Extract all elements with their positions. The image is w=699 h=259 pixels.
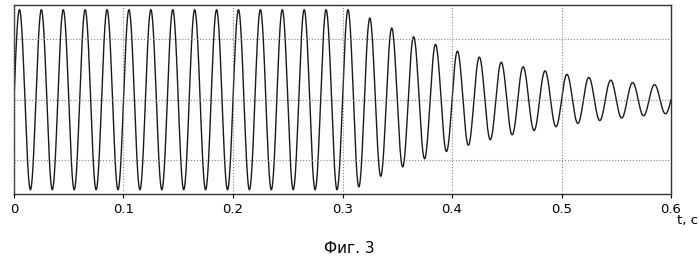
Text: t, с: t, с [677, 214, 698, 227]
Text: Фиг. 3: Фиг. 3 [324, 241, 375, 256]
